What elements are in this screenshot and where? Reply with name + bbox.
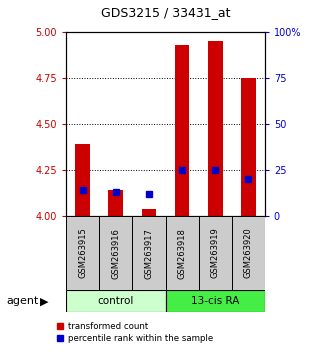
Bar [99, 216, 132, 290]
Bar [75, 144, 90, 216]
Bar [109, 190, 123, 216]
Bar [208, 41, 222, 216]
Bar [241, 78, 256, 216]
Bar [132, 216, 166, 290]
Text: GSM263917: GSM263917 [144, 228, 154, 279]
Text: control: control [98, 296, 134, 306]
Legend: transformed count, percentile rank within the sample: transformed count, percentile rank withi… [54, 318, 216, 347]
Bar [166, 290, 265, 312]
Bar [175, 45, 190, 216]
Text: GSM263916: GSM263916 [111, 228, 120, 279]
Text: agent: agent [7, 296, 39, 306]
Text: GSM263920: GSM263920 [244, 228, 253, 279]
Text: ▶: ▶ [40, 296, 49, 306]
Text: GDS3215 / 33431_at: GDS3215 / 33431_at [101, 6, 230, 19]
Bar [142, 209, 157, 216]
Text: 13-cis RA: 13-cis RA [191, 296, 239, 306]
Text: GSM263918: GSM263918 [177, 228, 187, 279]
Bar [66, 216, 99, 290]
Bar [166, 216, 199, 290]
Bar [199, 216, 232, 290]
Bar [232, 216, 265, 290]
Text: GSM263919: GSM263919 [211, 228, 220, 279]
Text: GSM263915: GSM263915 [78, 228, 87, 279]
Bar [66, 290, 166, 312]
